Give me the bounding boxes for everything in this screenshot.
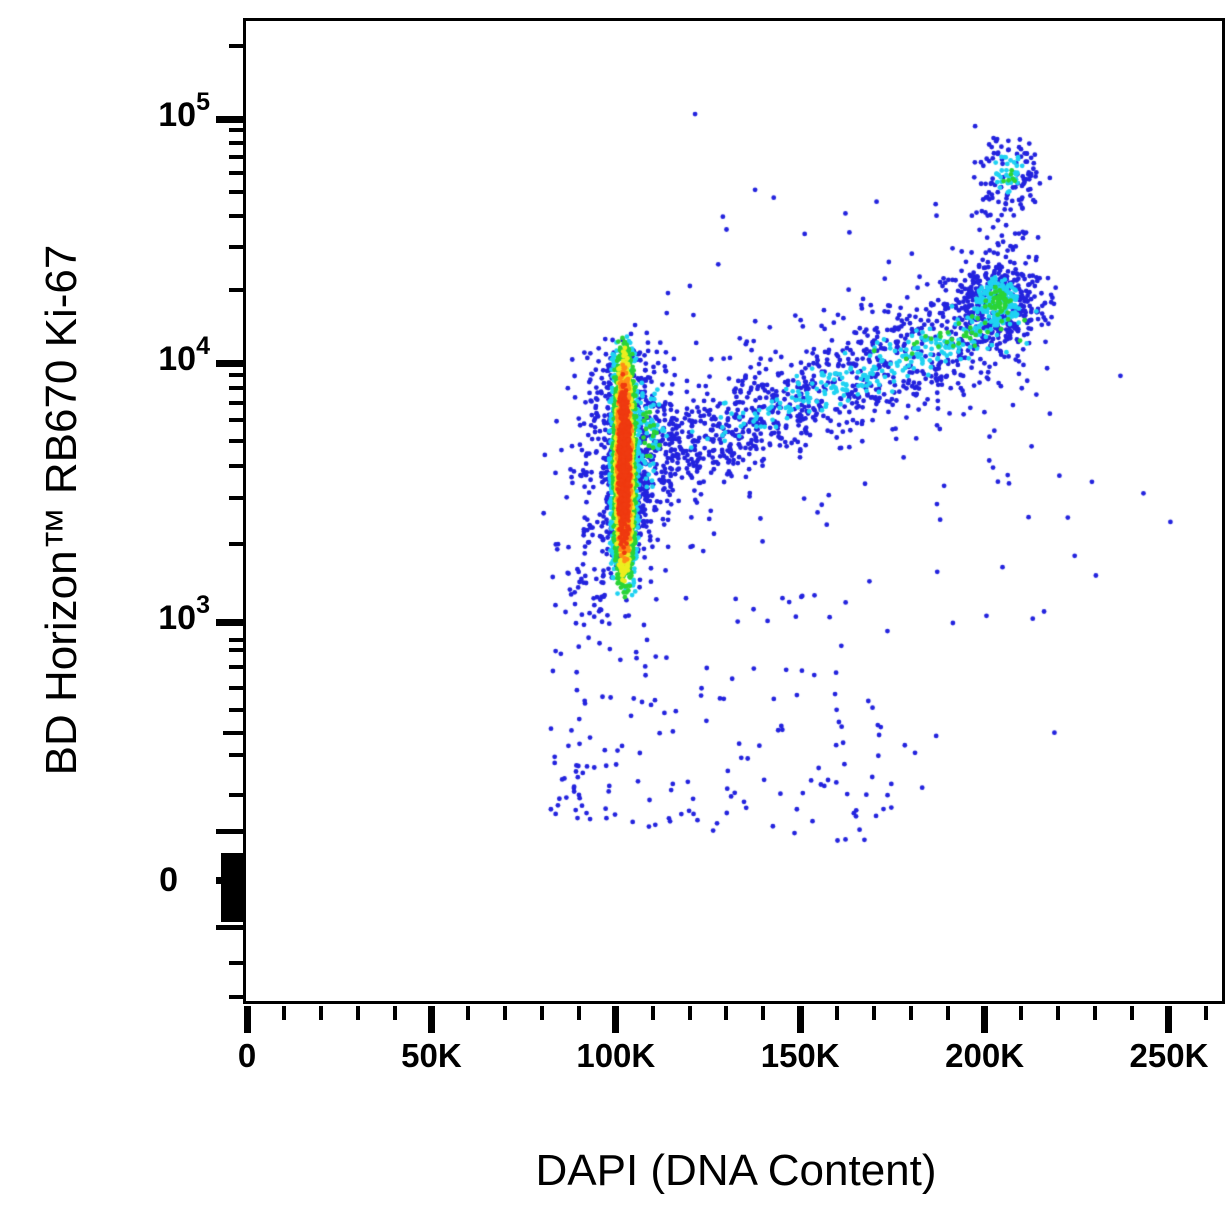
x-axis-minor-tick	[355, 1006, 360, 1020]
x-axis-major-tick	[981, 1006, 989, 1033]
y-axis-zero-tick	[216, 829, 243, 834]
x-tick-label: 0	[237, 1037, 257, 1074]
y-axis-minor-tick	[229, 496, 243, 501]
y-axis-minor-tick	[229, 190, 243, 195]
x-axis-major-tick	[1165, 1006, 1173, 1033]
y-axis-minor-tick	[229, 128, 243, 133]
x-axis-minor-tick	[761, 1006, 766, 1020]
y-axis-minor-tick	[229, 401, 243, 406]
x-tick-label: 50K	[401, 1037, 462, 1074]
y-axis-minor-tick	[229, 43, 243, 48]
y-axis-minor-tick	[229, 287, 243, 292]
x-axis-minor-tick	[945, 1006, 950, 1020]
x-axis-minor-tick	[281, 1006, 286, 1020]
y-axis-major-tick	[216, 115, 243, 123]
x-axis-minor-tick	[540, 1006, 545, 1020]
y-axis-minor-tick	[229, 244, 243, 249]
y-tick-label: 103	[158, 590, 210, 637]
x-axis-minor-tick	[1093, 1006, 1098, 1020]
y-axis-minor-tick	[229, 418, 243, 423]
y-axis-minor-tick	[229, 708, 243, 712]
y-axis-minor-tick	[229, 154, 243, 159]
x-axis-minor-tick	[835, 1006, 840, 1020]
y-axis-minor-tick	[229, 753, 243, 757]
y-axis-minor-tick	[229, 171, 243, 176]
y-axis-minor-tick	[229, 961, 243, 965]
x-axis-minor-tick	[1019, 1006, 1024, 1020]
x-axis-minor-tick	[576, 1006, 581, 1020]
y-axis-minor-tick	[229, 648, 243, 652]
y-tick-label: 0	[159, 861, 178, 899]
x-axis-minor-tick	[318, 1006, 323, 1020]
y-axis-major-tick	[216, 618, 243, 626]
x-axis-major-tick	[796, 1006, 804, 1033]
x-axis-major-tick	[612, 1006, 620, 1033]
x-axis-major-tick	[427, 1006, 435, 1033]
y-axis-minor-tick	[229, 386, 243, 391]
y-axis-minor-tick	[229, 995, 243, 999]
y-tick-label: 104	[158, 331, 210, 378]
x-tick-label: 100K	[576, 1037, 656, 1074]
x-axis-minor-tick	[503, 1006, 508, 1020]
y-axis-zero-tick-blob	[221, 853, 243, 922]
x-axis-minor-tick	[687, 1006, 692, 1020]
x-axis-title: DAPI (DNA Content)	[535, 1146, 937, 1195]
y-axis-minor-tick	[223, 731, 243, 735]
x-axis-minor-tick	[724, 1006, 729, 1020]
y-axis-minor-tick	[229, 372, 243, 377]
y-axis-minor-tick	[229, 464, 243, 469]
y-axis-title: BD Horizon™ RB670 Ki-67	[37, 244, 86, 776]
x-axis-minor-tick	[650, 1006, 655, 1020]
x-axis-minor-tick	[466, 1006, 471, 1020]
x-axis-major-tick	[243, 1006, 251, 1033]
y-axis-minor-tick	[229, 686, 243, 690]
x-axis-minor-tick	[1130, 1006, 1135, 1020]
scatter-canvas	[246, 21, 1222, 1001]
x-axis-minor-tick	[1056, 1006, 1061, 1020]
y-axis-minor-tick	[229, 793, 243, 797]
y-axis-minor-tick	[229, 638, 243, 642]
y-tick-label: 105	[158, 87, 210, 134]
y-axis-minor-tick	[229, 214, 243, 219]
x-axis-minor-tick	[392, 1006, 397, 1020]
y-axis-zero-tick	[216, 925, 243, 930]
y-axis-minor-tick	[229, 140, 243, 145]
x-tick-label: 150K	[760, 1037, 840, 1074]
x-axis-minor-tick	[908, 1006, 913, 1020]
y-axis-minor-tick	[229, 542, 243, 547]
y-axis-minor-tick	[229, 438, 243, 443]
x-axis-minor-tick	[1203, 1006, 1208, 1020]
x-axis-minor-tick	[871, 1006, 876, 1020]
x-tick-label: 200K	[945, 1037, 1025, 1074]
y-axis-major-tick	[216, 359, 243, 367]
y-axis-minor-tick	[229, 665, 243, 669]
x-tick-label: 250K	[1129, 1037, 1209, 1074]
